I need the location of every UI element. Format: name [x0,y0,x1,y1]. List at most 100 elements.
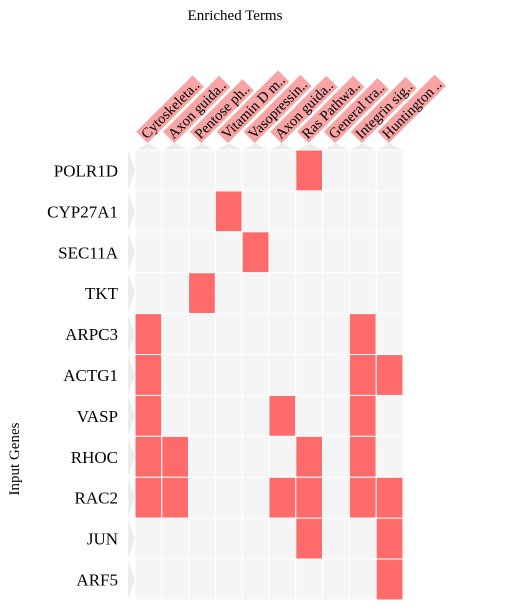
heatmap-cell [241,149,270,192]
column-label-tick [216,143,242,150]
heatmap-cell [241,313,270,356]
heatmap-cell [241,272,270,315]
heatmap-cell [134,149,163,192]
heatmap-cell [241,190,270,233]
heatmap-cell [348,394,377,437]
heatmap-cell [322,476,350,519]
heatmap-cell [322,313,350,356]
heatmap-cell [348,354,377,396]
row-label-tick [128,273,135,313]
row-label-tick [128,560,135,599]
heatmap-cell [322,190,350,233]
heatmap-cell [188,517,216,560]
heatmap-cell [375,394,404,437]
row-label: RAC2 [75,489,118,508]
heatmap-cell [134,435,163,478]
column-label-tick [136,143,161,150]
heatmap-cell [214,476,243,519]
heatmap-cell [295,476,324,519]
column-label-highlight [270,75,338,144]
heatmap-cell [268,435,297,478]
heatmap-cell [295,435,324,478]
column-label-highlight [163,75,231,144]
heatmap-cell [134,272,163,315]
row-label-tick [128,396,135,436]
row-label-tick [128,355,135,395]
column-label-tick [350,143,376,150]
heatmap-cell [348,313,377,356]
heatmap-cell [188,435,216,478]
heatmap-cell [214,272,243,315]
row-label-tick [128,314,135,354]
row-label: ARPC3 [65,325,118,344]
heatmap-cell [295,190,324,233]
heatmap-cell [268,272,297,315]
heatmap-cell [214,231,243,274]
heatmap-cell [188,190,216,233]
heatmap-cell [375,558,404,601]
heatmap-cell [322,435,350,478]
heatmap-cell [188,476,216,519]
heatmap-cell [214,354,243,396]
heatmap-cell [295,394,324,437]
heatmap-cell [268,313,297,356]
heatmap-cell [134,354,163,396]
heatmap-cell [375,476,404,519]
heatmap-cell [241,476,270,519]
heatmap-cell [134,476,163,519]
column-label-tick [377,143,402,150]
column-label-tick [323,143,349,150]
heatmap-cell [188,558,216,601]
heatmap-cell [322,231,350,274]
heatmap-cell [322,149,350,192]
heatmap-cell [214,517,243,560]
heatmap-cell [214,558,243,601]
heatmap-cell [295,313,324,356]
heatmap-cell [268,190,297,233]
heatmap-cell [134,394,163,437]
heatmap-cell [161,435,190,478]
heatmap-cell [322,394,350,437]
row-label: CYP27A1 [47,202,118,221]
column-label-highlight [136,75,204,144]
heatmap-cell [375,231,404,274]
column-label-highlight [350,76,417,144]
heatmap-cell [295,231,324,274]
row-label: ACTG1 [63,366,118,385]
heatmap-cell [348,517,377,560]
column-label-highlight [243,74,312,144]
row-label: SEC11A [58,243,119,262]
column-label-highlight [323,78,389,144]
heatmap-cell [214,435,243,478]
heatmap-cell [268,476,297,519]
heatmap-cell [241,517,270,560]
heatmap-cell [295,272,324,315]
heatmap-cell [188,272,216,315]
heatmap-cell [134,517,163,560]
heatmap-cell [348,149,377,192]
heatmap-cell [268,231,297,274]
heatmap-cell [134,190,163,233]
heatmap-cell [322,354,350,396]
row-label-tick [128,151,135,190]
heatmap-cell [295,558,324,601]
heatmap-cells [134,149,404,601]
heatmap-cell [214,394,243,437]
heatmap-cell [375,517,404,560]
heatmap-cell [161,517,190,560]
heatmap-cell [268,517,297,560]
y-axis-title: Input Genes [7,422,23,495]
heatmap-cell [241,558,270,601]
row-label: RHOC [71,448,118,467]
heatmap-cell [268,354,297,396]
heatmap-cell [241,435,270,478]
row-label-tick [128,478,135,518]
heatmap-cell [295,354,324,396]
column-label-tick [296,143,322,150]
heatmap-cell [188,231,216,274]
heatmap-cell [322,558,350,601]
column-label-tick [243,143,268,150]
x-axis-title: Enriched Terms [188,8,283,24]
heatmap-cell [134,313,163,356]
